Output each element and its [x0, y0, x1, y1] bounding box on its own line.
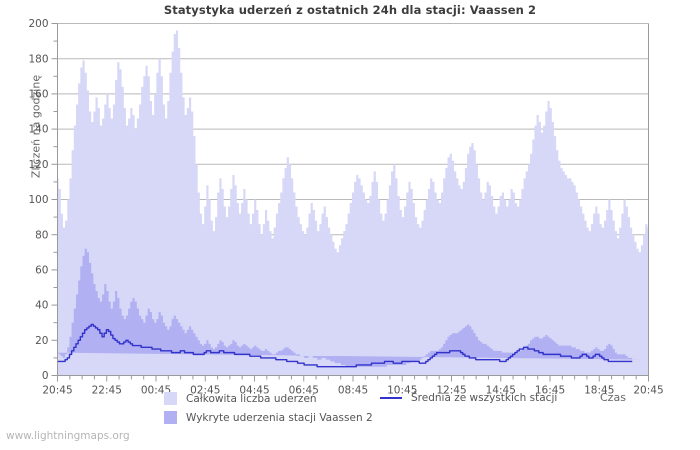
svg-text:20: 20 [35, 335, 48, 347]
legend-item-station: Wykryte uderzenia stacji Vaassen 2 [164, 411, 373, 424]
svg-text:200: 200 [28, 18, 48, 30]
svg-text:04:45: 04:45 [239, 385, 269, 397]
legend-label-station: Wykryte uderzenia stacji Vaassen 2 [186, 411, 373, 424]
average-line [57, 323, 633, 368]
legend-label-total: Całkowita liczba uderzeń [186, 392, 317, 405]
svg-text:18:45: 18:45 [584, 385, 614, 397]
page-title: Statystyka uderzeń z ostatnich 24h dla s… [163, 3, 537, 17]
svg-text:120: 120 [28, 159, 48, 171]
plot-area: 0 20 40 60 80 100 120 140 160 180 200 20:45 22:45 00… [28, 18, 664, 397]
svg-text:14:45: 14:45 [486, 385, 516, 397]
svg-text:16:45: 16:45 [535, 385, 565, 397]
legend-item-total: Całkowita liczba uderzeń [164, 392, 317, 405]
svg-text:20:45: 20:45 [633, 385, 663, 397]
x-axis-ticks: 20:45 22:45 00:45 02:45 04:45 06:45 08:45 10:45… [42, 375, 664, 397]
svg-text:180: 180 [28, 53, 48, 65]
svg-text:60: 60 [35, 265, 48, 277]
svg-text:20:45: 20:45 [42, 385, 72, 397]
svg-text:40: 40 [35, 300, 48, 312]
svg-text:00:45: 00:45 [141, 385, 171, 397]
svg-text:08:45: 08:45 [338, 385, 368, 397]
legend-swatch-station-icon [164, 411, 177, 424]
chart-legend: Całkowita liczba uderzeń Wykryte uderzen… [0, 392, 700, 432]
legend-label-average: Średnia ze wszystkich stacji [411, 392, 558, 404]
svg-text:0: 0 [42, 370, 49, 382]
x-axis-title: Czas [600, 391, 626, 404]
svg-text:06:45: 06:45 [289, 385, 319, 397]
legend-item-average: Średnia ze wszystkich stacji [380, 392, 557, 404]
svg-text:12:45: 12:45 [436, 385, 466, 397]
watermark-text: www.lightningmaps.org [6, 430, 130, 442]
svg-text:100: 100 [28, 194, 48, 206]
legend-swatch-total-icon [164, 392, 177, 405]
total-strokes-area [57, 30, 649, 376]
svg-text:160: 160 [28, 89, 48, 101]
svg-text:140: 140 [28, 124, 48, 136]
y-axis-ticks: 0 20 40 60 80 100 120 140 160 180 200 [28, 18, 58, 382]
svg-text:22:45: 22:45 [92, 385, 122, 397]
svg-text:02:45: 02:45 [190, 385, 220, 397]
svg-text:10:45: 10:45 [387, 385, 417, 397]
svg-text:80: 80 [35, 229, 48, 241]
legend-line-average-icon [380, 397, 402, 399]
